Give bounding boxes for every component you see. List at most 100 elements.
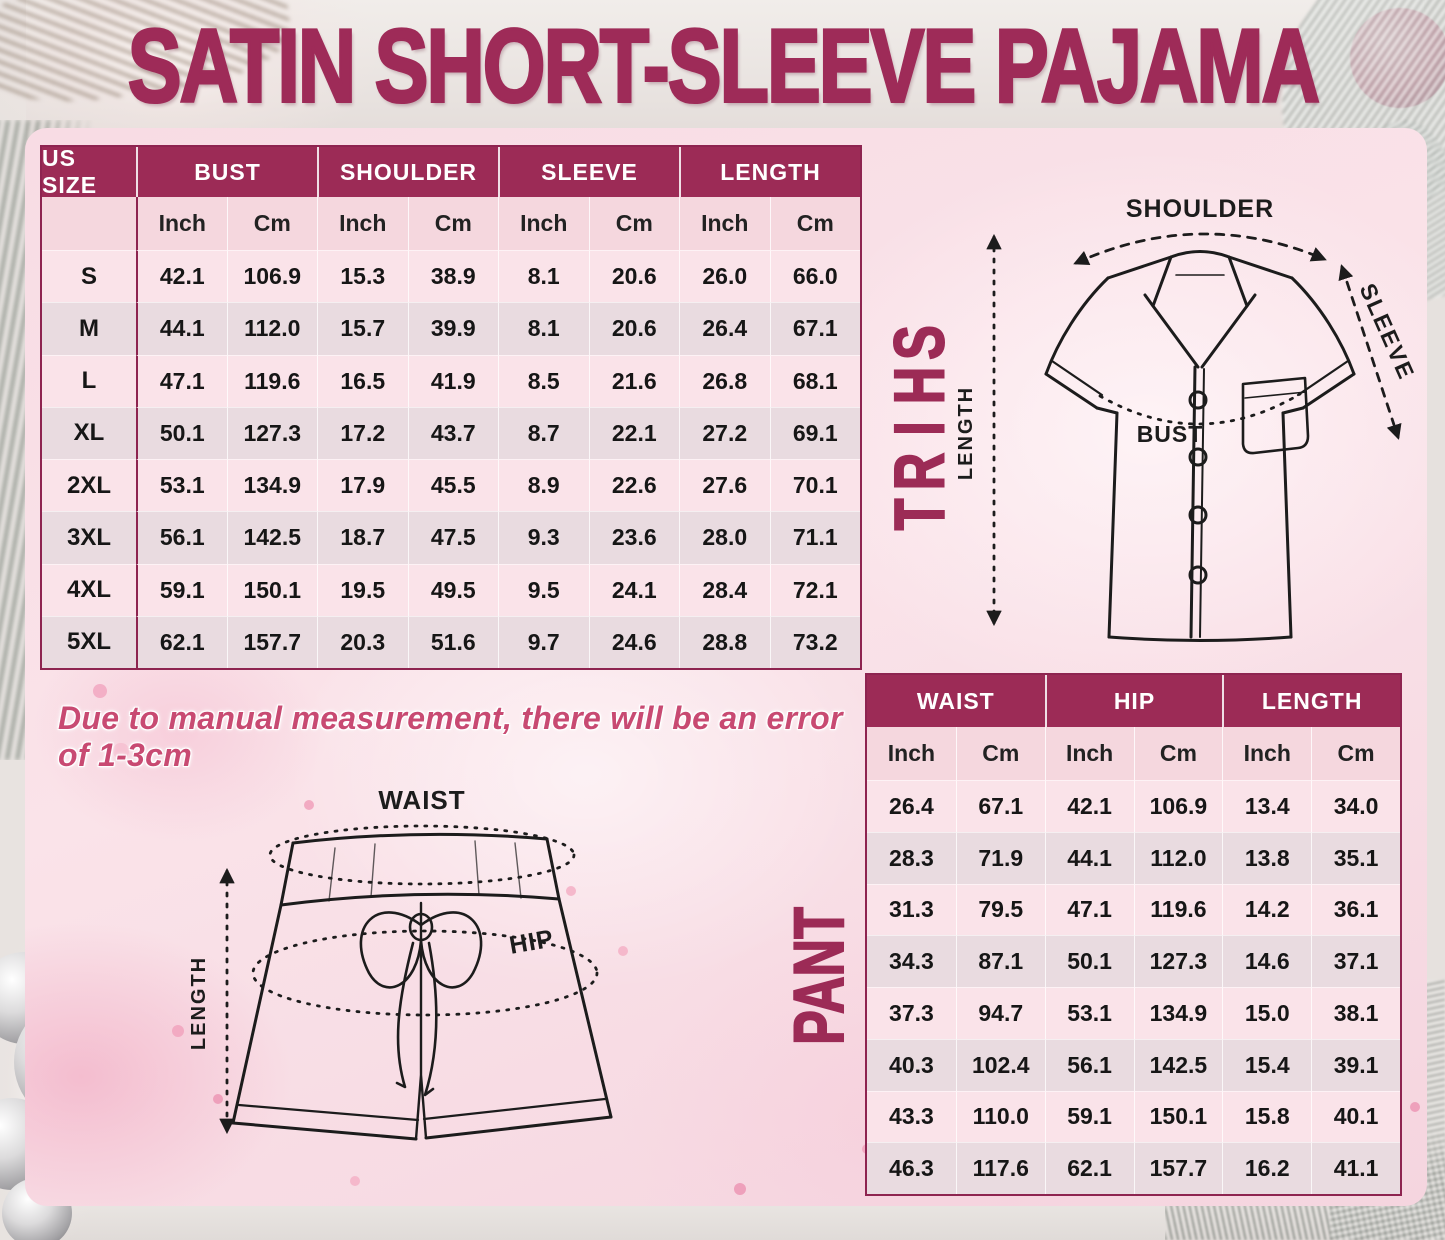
unit-cell: Cm xyxy=(588,197,679,250)
length-measure-label: LENGTH xyxy=(955,386,977,480)
unit-cell: Cm xyxy=(226,197,317,250)
value-cell: 28.4 xyxy=(679,563,770,616)
value-cell: 15.3 xyxy=(317,250,408,303)
value-cell: 9.5 xyxy=(498,563,589,616)
value-cell: 17.2 xyxy=(317,406,408,459)
value-cell: 8.1 xyxy=(498,250,589,303)
value-cell: 102.4 xyxy=(955,1038,1045,1091)
value-cell: 79.5 xyxy=(955,883,1045,936)
size-cell: 2XL xyxy=(42,459,136,512)
value-cell: 59.1 xyxy=(136,563,227,616)
value-cell: 94.7 xyxy=(955,987,1045,1039)
size-cell: 3XL xyxy=(42,511,136,564)
value-cell: 15.0 xyxy=(1222,987,1312,1039)
shoulder-measure-label: SHOULDER xyxy=(1126,195,1274,223)
unit-cell: Cm xyxy=(955,727,1045,780)
value-cell: 134.9 xyxy=(1133,987,1223,1039)
unit-cell: Inch xyxy=(679,197,770,250)
unit-cell-empty xyxy=(42,197,136,250)
value-cell: 39.9 xyxy=(407,302,498,355)
value-cell: 157.7 xyxy=(1133,1142,1223,1194)
value-cell: 150.1 xyxy=(1133,1090,1223,1143)
value-cell: 20.6 xyxy=(588,302,679,355)
value-cell: 68.1 xyxy=(769,354,860,407)
unit-cell: Cm xyxy=(407,197,498,250)
value-cell: 62.1 xyxy=(136,615,227,668)
unit-cell: Inch xyxy=(317,197,408,250)
value-cell: 28.3 xyxy=(867,831,956,884)
value-cell: 15.8 xyxy=(1222,1090,1312,1143)
value-cell: 42.1 xyxy=(1044,780,1134,832)
value-cell: 72.1 xyxy=(769,563,860,616)
value-cell: 134.9 xyxy=(226,459,317,512)
shirt-size-table: US SIZE BUST SHOULDER SLEEVE LENGTH Inch… xyxy=(40,145,862,670)
value-cell: 20.6 xyxy=(588,250,679,303)
value-cell: 117.6 xyxy=(955,1142,1045,1194)
value-cell: 9.3 xyxy=(498,511,589,564)
value-cell: 41.1 xyxy=(1311,1142,1400,1194)
value-cell: 44.1 xyxy=(1044,831,1134,884)
value-cell: 8.9 xyxy=(498,459,589,512)
value-cell: 66.0 xyxy=(769,250,860,303)
value-cell: 43.3 xyxy=(867,1090,956,1143)
value-cell: 71.9 xyxy=(955,831,1045,884)
column-header-bust: BUST xyxy=(136,147,317,197)
value-cell: 119.6 xyxy=(1133,883,1223,936)
value-cell: 19.5 xyxy=(317,563,408,616)
value-cell: 47.5 xyxy=(407,511,498,564)
value-cell: 21.6 xyxy=(588,354,679,407)
size-cell: XL xyxy=(42,406,136,459)
value-cell: 45.5 xyxy=(407,459,498,512)
value-cell: 70.1 xyxy=(769,459,860,512)
value-cell: 38.1 xyxy=(1311,987,1400,1039)
value-cell: 42.1 xyxy=(136,250,227,303)
value-cell: 31.3 xyxy=(867,883,956,936)
value-cell: 112.0 xyxy=(226,302,317,355)
value-cell: 73.2 xyxy=(769,615,860,668)
value-cell: 67.1 xyxy=(769,302,860,355)
value-cell: 50.1 xyxy=(136,406,227,459)
size-cell: M xyxy=(42,302,136,355)
value-cell: 56.1 xyxy=(1044,1038,1134,1091)
unit-cell: Inch xyxy=(867,727,956,780)
value-cell: 13.8 xyxy=(1222,831,1312,884)
unit-cell: Inch xyxy=(1044,727,1134,780)
value-cell: 14.2 xyxy=(1222,883,1312,936)
measurement-note: Due to manual measurement, there will be… xyxy=(58,700,843,773)
value-cell: 56.1 xyxy=(136,511,227,564)
value-cell: 37.1 xyxy=(1311,935,1400,987)
value-cell: 17.9 xyxy=(317,459,408,512)
value-cell: 67.1 xyxy=(955,780,1045,832)
value-cell: 43.7 xyxy=(407,406,498,459)
unit-cell: Cm xyxy=(769,197,860,250)
value-cell: 106.9 xyxy=(1133,780,1223,832)
value-cell: 127.3 xyxy=(226,406,317,459)
value-cell: 46.3 xyxy=(867,1142,956,1194)
value-cell: 36.1 xyxy=(1311,883,1400,936)
size-cell: S xyxy=(42,250,136,303)
value-cell: 37.3 xyxy=(867,987,956,1039)
value-cell: 40.3 xyxy=(867,1038,956,1091)
value-cell: 14.6 xyxy=(1222,935,1312,987)
value-cell: 47.1 xyxy=(1044,883,1134,936)
value-cell: 16.5 xyxy=(317,354,408,407)
value-cell: 27.6 xyxy=(679,459,770,512)
value-cell: 27.2 xyxy=(679,406,770,459)
length-measure-label: LENGTH xyxy=(188,956,210,1050)
column-header-sleeve: SLEEVE xyxy=(498,147,679,197)
value-cell: 15.4 xyxy=(1222,1038,1312,1091)
value-cell: 112.0 xyxy=(1133,831,1223,884)
size-cell: L xyxy=(42,354,136,407)
hip-measure-label: HIP xyxy=(507,924,556,959)
value-cell: 157.7 xyxy=(226,615,317,668)
value-cell: 87.1 xyxy=(955,935,1045,987)
value-cell: 106.9 xyxy=(226,250,317,303)
value-cell: 150.1 xyxy=(226,563,317,616)
value-cell: 8.1 xyxy=(498,302,589,355)
value-cell: 24.6 xyxy=(588,615,679,668)
value-cell: 59.1 xyxy=(1044,1090,1134,1143)
value-cell: 127.3 xyxy=(1133,935,1223,987)
value-cell: 71.1 xyxy=(769,511,860,564)
size-cell: 5XL xyxy=(42,615,136,668)
value-cell: 28.8 xyxy=(679,615,770,668)
